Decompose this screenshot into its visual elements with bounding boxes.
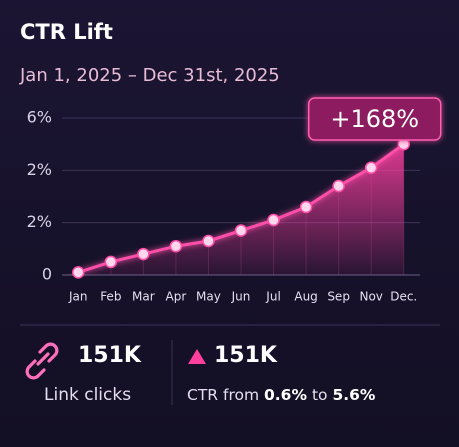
stat-label-text: CTR from	[187, 386, 259, 404]
x-tick-label: Aug	[294, 290, 317, 304]
stat-label: CTR from 0.6% to 5.6%	[187, 386, 376, 404]
area	[62, 144, 404, 275]
point	[202, 234, 215, 248]
chart-title: CTR Lift	[20, 20, 113, 44]
chart-subtitle: Jan 1, 2025 – Dec 31st, 2025	[19, 65, 280, 86]
x-tick-label: Jul	[265, 290, 280, 304]
x-tick-label: Nov	[359, 290, 382, 304]
point	[267, 213, 280, 227]
stat-value: 151K	[78, 343, 142, 368]
x-tick-label: Feb	[100, 290, 121, 304]
y-tick-label: 2%	[27, 160, 52, 179]
y-tick-label: 6%	[27, 108, 52, 127]
point	[137, 247, 150, 261]
x-tick-label: Sep	[327, 290, 350, 304]
stat-joiner: to	[312, 386, 328, 404]
x-tick-label: Mar	[132, 290, 155, 304]
plot: 0 2% 2% 6% Jan Feb Mar Apr May Jun Jul Aug Sep Nov Dec…	[27, 97, 442, 304]
x-tick-label: May	[196, 290, 221, 304]
badge	[307, 97, 442, 141]
x-tick-label: Jan	[68, 290, 88, 304]
link-icon	[25, 342, 59, 380]
point	[299, 200, 313, 214]
x-tick-label: Dec.	[390, 290, 417, 304]
point	[234, 224, 248, 237]
y-tick-label: 0	[42, 265, 52, 284]
point	[332, 179, 345, 193]
x-tick-label: Jun	[231, 290, 251, 304]
y-tick-label: 2%	[27, 212, 52, 231]
point	[364, 161, 378, 174]
point	[72, 266, 85, 279]
stat-label: Link clicks	[44, 385, 131, 405]
stat-value: 151K	[214, 343, 278, 368]
badge-label: +168%	[330, 105, 419, 133]
stat-from: 0.6%	[264, 386, 307, 404]
point	[104, 255, 118, 269]
stat-to: 5.6%	[332, 386, 375, 404]
point	[169, 239, 183, 253]
x-tick-label: Apr	[166, 290, 187, 304]
up-triangle	[188, 349, 206, 364]
